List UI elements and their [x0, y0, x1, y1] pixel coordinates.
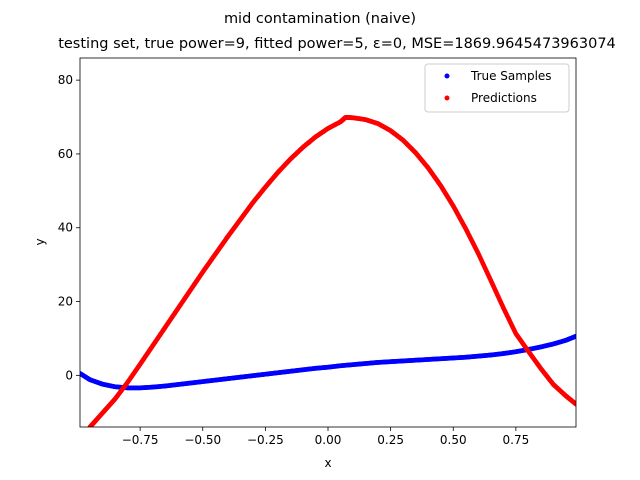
chart-suptitle: mid contamination (naive): [224, 11, 416, 27]
y-tick-label: 20: [58, 295, 73, 309]
legend-box: [424, 63, 570, 113]
x-axis-label: x: [324, 456, 331, 470]
x-tick-label: 0.25: [377, 433, 404, 447]
y-tick-label: 80: [58, 73, 73, 87]
x-tick-label: 0.50: [440, 433, 467, 447]
x-tick-label: −0.25: [247, 433, 284, 447]
legend-label-true-samples: True Samples: [470, 69, 552, 83]
axes-frame: [79, 57, 577, 428]
legend: True Samples Predictions: [424, 63, 570, 113]
series-predictions: [87, 115, 576, 427]
legend-marker-predictions: [444, 95, 450, 101]
x-tick-label: 0.00: [315, 433, 342, 447]
legend-marker-true-samples: [444, 73, 450, 79]
x-tick-label: 0.75: [503, 433, 530, 447]
chart-title: testing set, true power=9, fitted power=…: [58, 36, 616, 52]
ticks: −0.75 −0.50 −0.25 0.00 0.25 0.50 0.75 0 20 40 60 80: [58, 73, 530, 447]
legend-label-predictions: Predictions: [471, 91, 537, 105]
axes: [79, 57, 577, 428]
y-axis-label: y: [33, 238, 47, 245]
y-tick-label: 40: [58, 221, 73, 235]
y-tick-label: 60: [58, 147, 73, 161]
data-point: [573, 333, 576, 339]
x-tick-label: −0.75: [122, 433, 159, 447]
series-true-samples: [80, 333, 576, 391]
x-tick-label: −0.50: [184, 433, 221, 447]
y-tick-label: 0: [65, 368, 73, 382]
data-point: [573, 401, 576, 407]
plot-area: [80, 115, 576, 427]
